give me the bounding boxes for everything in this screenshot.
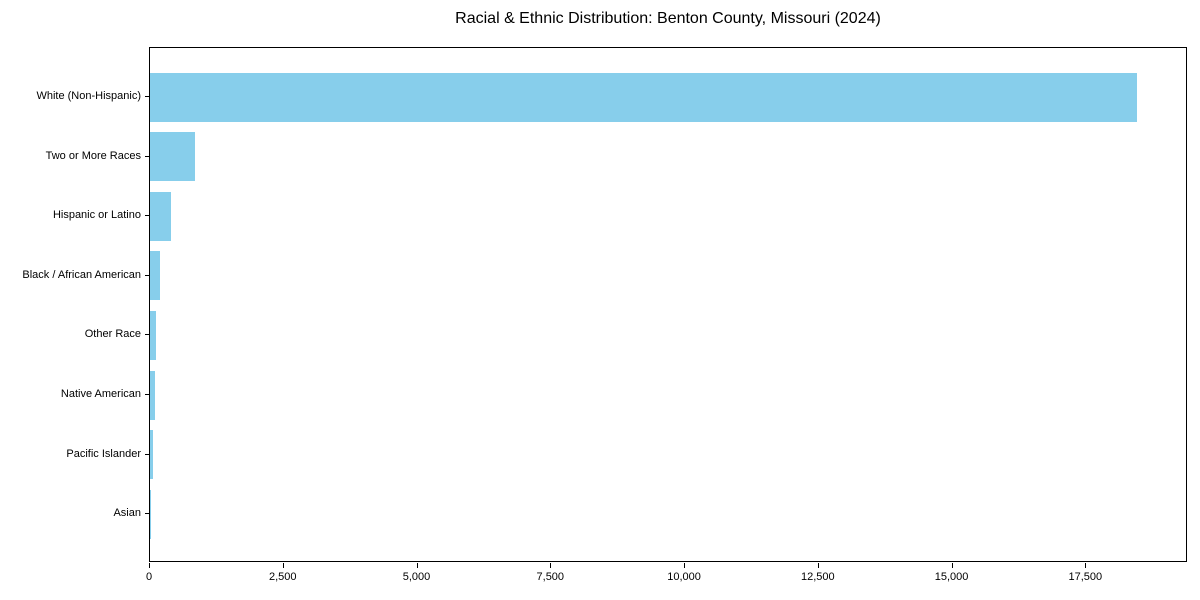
x-tick-mark: [817, 563, 819, 568]
y-axis-label: Black / African American: [22, 268, 141, 281]
bar-native-american: [150, 370, 156, 420]
bar-pacific-islander: [150, 430, 153, 480]
x-tick-mark: [149, 563, 150, 568]
y-axis-label: Asian: [113, 507, 141, 520]
bar-white-non-hispanic: [150, 72, 1137, 122]
x-tick-mark: [684, 563, 686, 568]
x-axis-label: 2,500: [268, 571, 297, 583]
x-tick-mark: [416, 563, 418, 568]
chart-title: Racial & Ethnic Distribution: Benton Cou…: [455, 10, 881, 27]
x-axis-label: 0: [145, 571, 153, 583]
x-axis-label: 10,000: [667, 571, 701, 583]
y-tick-mark: [145, 453, 149, 455]
plot-area: [149, 47, 1187, 562]
bar-two-or-more-races: [150, 132, 195, 182]
x-axis-label: 7,500: [536, 571, 565, 583]
bar-black-african-american: [150, 251, 161, 301]
y-axis-label: Other Race: [84, 328, 141, 341]
y-axis-label: Two or More Races: [45, 149, 141, 162]
y-axis-label: Pacific Islander: [66, 447, 141, 460]
y-axis-label: Hispanic or Latino: [52, 209, 141, 222]
bar-hispanic-or-latino: [150, 191, 172, 241]
y-tick-mark: [145, 96, 149, 97]
y-tick-mark: [145, 334, 149, 336]
bar-other-race: [150, 310, 156, 360]
x-axis-label: 15,000: [934, 571, 969, 583]
y-tick-mark: [145, 394, 149, 395]
y-tick-mark: [145, 215, 149, 217]
y-tick-mark: [145, 155, 149, 157]
x-tick-mark: [282, 563, 284, 568]
y-axis-label: White (Non-Hispanic): [36, 90, 141, 102]
y-axis-label: Native American: [60, 388, 141, 400]
y-tick-mark: [145, 513, 149, 515]
x-axis-label: 5,000: [402, 571, 431, 583]
y-tick-mark: [145, 274, 149, 276]
x-tick-mark: [1085, 563, 1087, 568]
x-axis-label: 17,500: [1068, 571, 1103, 583]
x-axis-label: 12,500: [800, 571, 835, 583]
x-tick-mark: [550, 563, 552, 568]
x-tick-mark: [951, 563, 953, 568]
